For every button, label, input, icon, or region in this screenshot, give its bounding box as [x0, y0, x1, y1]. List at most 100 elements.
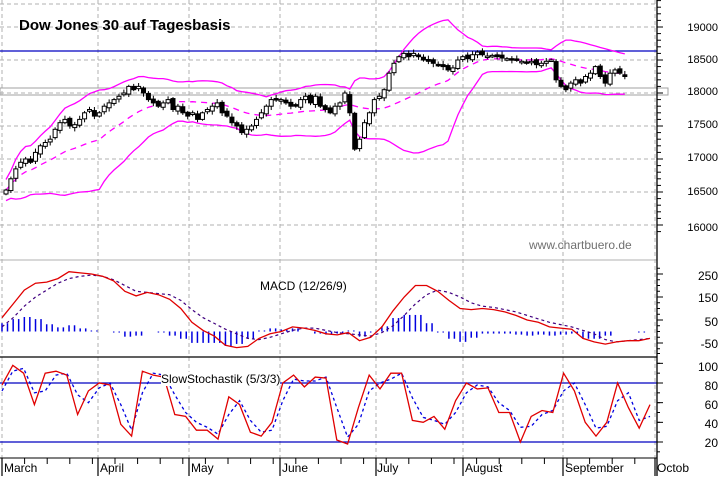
- candle-up: [8, 178, 14, 192]
- stochastic-label: SlowStochastik (5/3/3): [161, 372, 281, 386]
- candle-down: [229, 116, 235, 124]
- candle-down: [524, 61, 530, 64]
- candle-down: [234, 122, 240, 127]
- candle-down: [283, 99, 289, 104]
- candle-down: [327, 107, 333, 114]
- support-zone-box: [0, 87, 669, 96]
- candle-up: [268, 99, 274, 107]
- candle-up: [371, 99, 377, 114]
- candle-down: [406, 52, 412, 58]
- candle-up: [249, 125, 255, 131]
- candle-down: [155, 100, 161, 107]
- candle-up: [391, 62, 397, 74]
- candle-up: [298, 99, 304, 108]
- panel-frame: [0, 0, 663, 476]
- candle-up: [209, 105, 215, 112]
- candle-up: [381, 89, 387, 99]
- candle-up: [165, 99, 171, 104]
- candle-down: [509, 58, 515, 61]
- candle-up: [82, 112, 88, 120]
- candle-up: [484, 55, 490, 59]
- candle-down: [352, 112, 358, 150]
- month-label-june: June: [282, 461, 309, 475]
- candle-up: [52, 128, 58, 139]
- candle-up: [23, 158, 29, 164]
- candle-down: [622, 74, 628, 77]
- candle-up: [96, 112, 102, 117]
- candle-down: [416, 54, 422, 58]
- candle-down: [150, 98, 156, 104]
- candle-up: [42, 142, 48, 147]
- candle-down: [145, 93, 151, 101]
- candle-down: [494, 54, 500, 58]
- candle-up: [160, 102, 166, 108]
- candle-up: [214, 102, 220, 108]
- bollinger-middle-band: [5, 58, 625, 191]
- macd-panel: [1, 271, 651, 349]
- price-panel: [0, 19, 669, 202]
- chart-title: Dow Jones 30 auf Tagesbasis: [19, 17, 231, 34]
- candle-down: [347, 94, 353, 114]
- candle-up: [455, 59, 461, 69]
- candle-down: [131, 85, 137, 91]
- candle-down: [317, 96, 323, 107]
- candle-up: [504, 58, 510, 61]
- candle-up: [362, 122, 368, 139]
- candle-up: [332, 105, 338, 115]
- candle-up: [18, 161, 24, 168]
- stoch-tick-label: 40: [704, 417, 718, 431]
- candle-up: [519, 60, 525, 64]
- candle-up: [592, 66, 598, 75]
- candle-down: [67, 117, 73, 127]
- candle-up: [450, 67, 456, 72]
- macd-label: MACD (12/26/9): [260, 279, 347, 293]
- candle-down: [91, 110, 97, 117]
- candle-down: [430, 59, 436, 64]
- candle-down: [465, 54, 471, 60]
- bollinger-upper-band: [5, 19, 625, 180]
- candle-down: [617, 68, 623, 74]
- candle-down: [479, 50, 485, 56]
- candle-down: [195, 113, 201, 120]
- macd-tick-label: -50: [700, 337, 718, 351]
- candle-up: [489, 54, 495, 58]
- price-tick-label: 18500: [687, 54, 718, 66]
- candle-up: [101, 105, 107, 113]
- candle-up: [401, 52, 407, 59]
- candle-down: [28, 158, 34, 163]
- candle-up: [253, 118, 259, 126]
- candle-up: [411, 52, 417, 57]
- candle-up: [116, 95, 122, 100]
- month-label-october: Octob: [657, 461, 690, 475]
- stoch-k-line: [1, 364, 651, 445]
- stoch-tick-label: 20: [704, 436, 718, 450]
- candle-up: [303, 95, 309, 101]
- candle-up: [3, 189, 9, 195]
- candle-up: [121, 92, 127, 96]
- candle-up: [278, 99, 284, 102]
- candle-down: [185, 111, 191, 117]
- macd-tick-label: 250: [697, 269, 718, 283]
- candle-down: [602, 74, 608, 84]
- candle-up: [106, 102, 112, 109]
- candle-up: [72, 124, 78, 129]
- candle-up: [57, 122, 63, 131]
- candle-up: [543, 60, 549, 64]
- candle-up: [548, 59, 554, 62]
- candle-up: [111, 99, 117, 104]
- candle-down: [553, 61, 559, 81]
- candle-up: [529, 60, 535, 64]
- candle-up: [568, 82, 574, 89]
- candle-up: [386, 72, 392, 91]
- price-tick-label: 16000: [687, 222, 718, 234]
- candle-up: [199, 112, 205, 120]
- stoch-tick-label: 60: [704, 398, 718, 412]
- candle-up: [357, 138, 363, 150]
- month-label-august: August: [465, 461, 503, 475]
- candle-up: [607, 72, 613, 85]
- candle-up: [376, 95, 382, 100]
- candle-up: [37, 145, 43, 155]
- candle-down: [239, 124, 245, 134]
